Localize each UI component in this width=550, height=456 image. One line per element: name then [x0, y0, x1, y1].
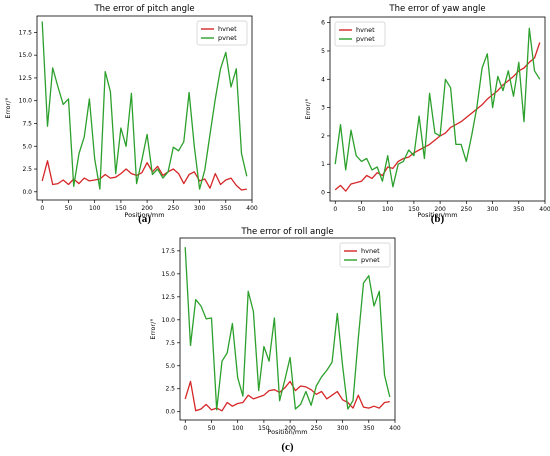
x-tick-label: 350: [220, 205, 232, 212]
y-tick-label: 7.5: [165, 340, 175, 347]
legend-box: [196, 20, 248, 46]
y-tick-label: 0.0: [22, 189, 32, 196]
y-tick-label: 10.0: [19, 98, 33, 105]
x-tick-label: 300: [194, 205, 206, 212]
y-tick-label: 15.0: [162, 271, 176, 278]
y-tick-label: 3: [321, 105, 325, 112]
legend-label-pvnet: pvnet: [356, 35, 375, 43]
legend-label-pvnet: pvnet: [218, 34, 237, 42]
panel-caption: (b): [431, 213, 445, 225]
series-line-hvnet: [41, 160, 247, 191]
y-tick-label: 5.0: [22, 143, 32, 150]
x-axis-label: Position/mm: [417, 211, 457, 219]
x-tick-label: 400: [389, 425, 401, 432]
x-tick-label: 300: [487, 206, 499, 213]
x-tick-label: 150: [408, 206, 420, 213]
tick-group: 0 50 100 150 200 250 300 350 400 0.0 2.5 5.0 7.5 10.0…: [162, 248, 401, 432]
roll-chart: The error of roll angle Position/mm Erro…: [149, 227, 401, 453]
y-tick-label: 17.5: [162, 248, 176, 255]
y-tick-label: 5.0: [165, 363, 175, 370]
y-tick-label: 15.0: [19, 52, 33, 59]
y-axis-label: Error/°: [149, 318, 157, 339]
chart-title: The error of yaw angle: [388, 4, 485, 14]
x-tick-label: 200: [434, 206, 446, 213]
plot-frame: [36, 15, 253, 201]
legend-box: [339, 242, 391, 268]
x-tick-label: 100: [89, 205, 101, 212]
legend-label-hvnet: hvnet: [218, 25, 237, 33]
tick-group: 0 50 100 150 200 250 300 350 400 0 1 2 3 4 5 6: [321, 20, 550, 213]
x-tick-label: 350: [513, 206, 525, 213]
y-tick-label: 10.0: [162, 317, 176, 324]
series-line-hvnet: [184, 380, 390, 412]
legend-label-hvnet: hvnet: [356, 26, 375, 34]
y-tick-label: 0.0: [165, 409, 175, 416]
x-tick-label: 150: [115, 205, 127, 212]
x-tick-label: 200: [141, 205, 153, 212]
series-group: [41, 21, 248, 191]
y-axis-label: Error/°: [4, 97, 12, 118]
series-line-hvnet: [334, 42, 541, 192]
x-tick-label: 350: [363, 425, 375, 432]
y-tick-label: 4: [321, 76, 325, 83]
x-tick-label: 250: [168, 205, 180, 212]
plot-frame: [329, 16, 546, 202]
chart-title: The error of roll angle: [240, 227, 333, 237]
legend-label-pvnet: pvnet: [361, 256, 380, 264]
x-tick-label: 250: [461, 206, 473, 213]
x-tick-label: 50: [358, 206, 366, 213]
y-tick-label: 2.5: [165, 386, 175, 393]
x-tick-label: 100: [382, 206, 394, 213]
series-group: [184, 247, 391, 412]
x-tick-label: 50: [208, 425, 216, 432]
y-tick-label: 5: [321, 48, 325, 55]
x-tick-label: 150: [258, 425, 270, 432]
tick-group: 0 50 100 150 200 250 300 350 400 0.0 2.5 5.0 7.5 10.0…: [19, 29, 258, 212]
y-tick-label: 2.5: [22, 166, 32, 173]
y-tick-label: 1: [321, 161, 325, 168]
series-line-pvnet: [41, 21, 248, 190]
series-line-pvnet: [334, 27, 541, 188]
chart-title: The error of pitch angle: [93, 4, 194, 14]
x-tick-label: 100: [232, 425, 244, 432]
series-line-pvnet: [184, 247, 391, 411]
plot-frame: [179, 237, 396, 421]
x-tick-label: 0: [333, 206, 337, 213]
y-tick-label: 7.5: [22, 120, 32, 127]
panel-caption: (c): [281, 441, 294, 453]
x-tick-label: 400: [246, 205, 258, 212]
x-axis-label: Position/mm: [124, 211, 164, 219]
x-tick-label: 400: [539, 206, 550, 213]
x-tick-label: 0: [40, 205, 44, 212]
pitch-chart: The error of pitch angle Position/mm Err…: [4, 4, 258, 225]
y-tick-label: 17.5: [19, 29, 33, 36]
y-axis-label: Error/°: [304, 98, 312, 119]
yaw-chart: The error of yaw angle Position/mm Error…: [304, 4, 550, 225]
legend-box: [334, 21, 386, 47]
legend-label-hvnet: hvnet: [361, 247, 380, 255]
y-tick-label: 12.5: [19, 75, 33, 82]
x-tick-label: 200: [284, 425, 296, 432]
x-axis-label: Position/mm: [267, 428, 307, 436]
series-group: [334, 27, 541, 192]
y-tick-label: 6: [321, 20, 325, 27]
panel-caption: (a): [138, 213, 151, 225]
y-tick-label: 0: [321, 190, 325, 197]
x-tick-label: 50: [65, 205, 73, 212]
y-tick-label: 2: [321, 133, 325, 140]
x-tick-label: 300: [337, 425, 349, 432]
y-tick-label: 12.5: [162, 294, 176, 301]
x-tick-label: 250: [311, 425, 323, 432]
x-tick-label: 0: [183, 425, 187, 432]
